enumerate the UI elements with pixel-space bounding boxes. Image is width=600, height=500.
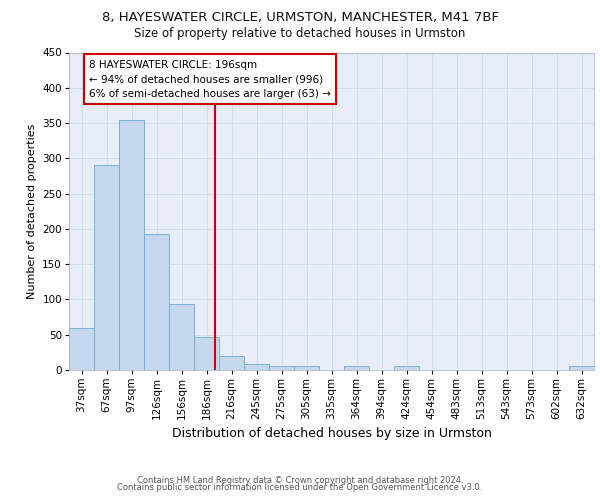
Bar bbox=[169, 304, 194, 370]
X-axis label: Distribution of detached houses by size in Urmston: Distribution of detached houses by size … bbox=[172, 428, 491, 440]
Bar bbox=[394, 366, 419, 370]
Bar bbox=[69, 328, 94, 370]
Text: Contains HM Land Registry data © Crown copyright and database right 2024.: Contains HM Land Registry data © Crown c… bbox=[137, 476, 463, 485]
Bar bbox=[194, 337, 219, 370]
Bar bbox=[294, 366, 319, 370]
Bar bbox=[219, 356, 244, 370]
Y-axis label: Number of detached properties: Number of detached properties bbox=[27, 124, 37, 299]
Bar bbox=[244, 364, 269, 370]
Text: 8, HAYESWATER CIRCLE, URMSTON, MANCHESTER, M41 7BF: 8, HAYESWATER CIRCLE, URMSTON, MANCHESTE… bbox=[101, 11, 499, 24]
Bar bbox=[269, 366, 294, 370]
Bar bbox=[344, 366, 369, 370]
Bar bbox=[569, 366, 594, 370]
Bar bbox=[144, 234, 169, 370]
Bar bbox=[94, 166, 119, 370]
Bar bbox=[119, 120, 144, 370]
Text: Contains public sector information licensed under the Open Government Licence v3: Contains public sector information licen… bbox=[118, 484, 482, 492]
Text: 8 HAYESWATER CIRCLE: 196sqm
← 94% of detached houses are smaller (996)
6% of sem: 8 HAYESWATER CIRCLE: 196sqm ← 94% of det… bbox=[89, 60, 331, 99]
Text: Size of property relative to detached houses in Urmston: Size of property relative to detached ho… bbox=[134, 27, 466, 40]
